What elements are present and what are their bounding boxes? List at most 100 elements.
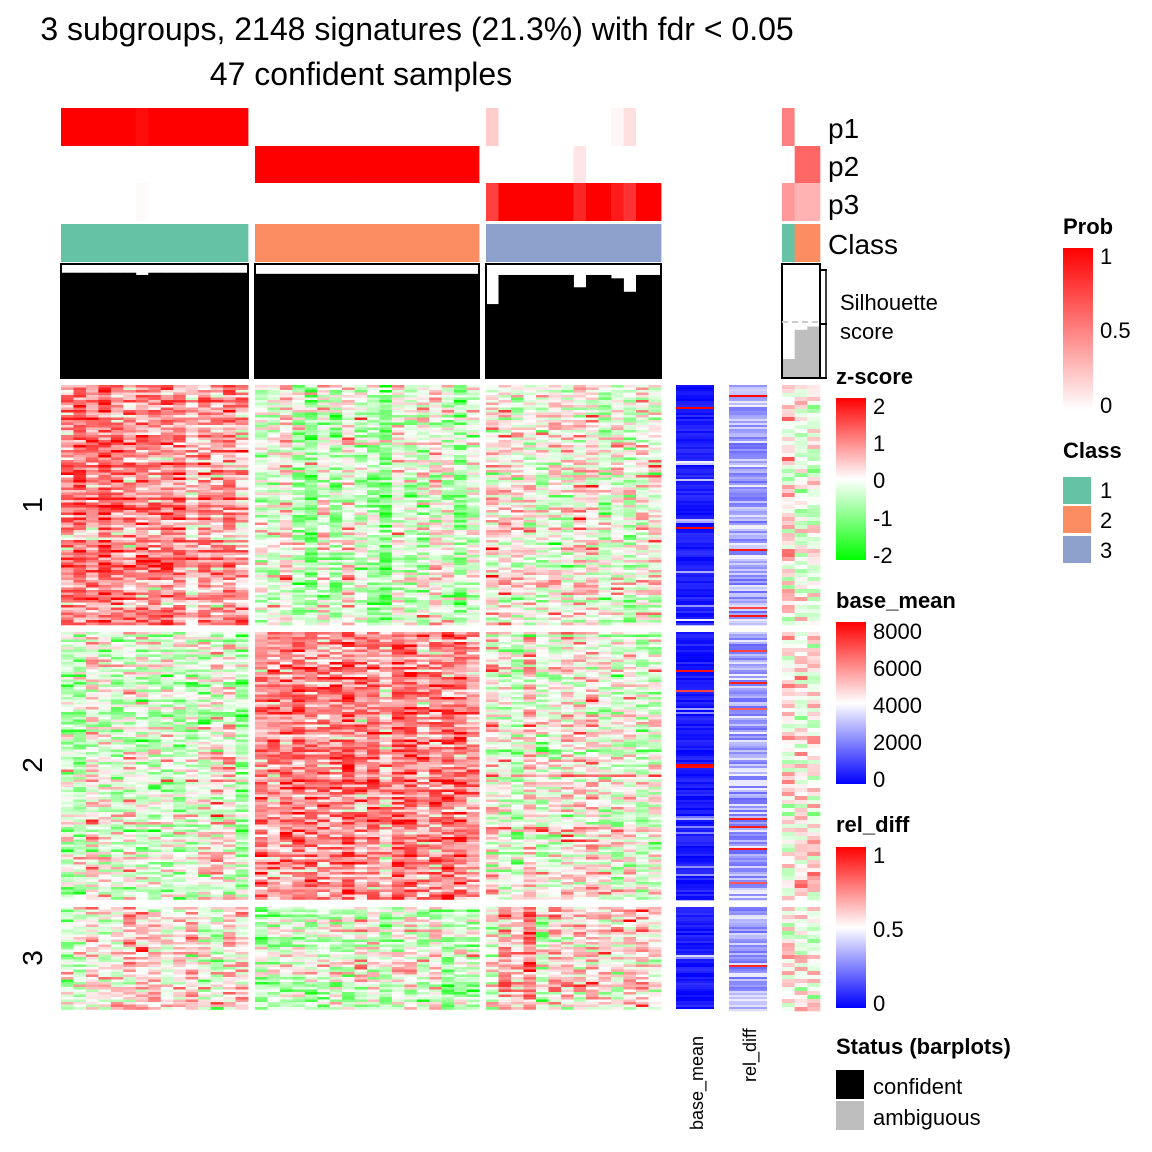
heatmap-cell [148,754,162,758]
heatmap-cell [85,982,99,985]
heatmap-cell [73,734,87,738]
heatmap-cell [267,517,281,521]
heatmap-cell [416,545,430,548]
heatmap-cell [354,477,368,481]
heatmap-cell [123,879,137,883]
heatmap-cell [223,634,236,638]
heatmap-cell [198,644,211,648]
heatmap-cell [379,480,393,483]
heatmap-cell [223,397,236,401]
heatmap-cell [416,477,430,481]
heatmap-cell [110,420,124,423]
prob-cell-p1 [441,108,455,146]
heatmap-cell [135,457,149,461]
heatmap-cell [441,472,455,476]
heatmap-cell [160,937,174,940]
heatmap-cell [173,894,187,898]
prob-cell-p2 [123,146,137,183]
heatmap-cell [185,610,199,613]
heatmap-cell [329,455,343,458]
heatmap-cell [223,762,236,765]
class-cell [223,224,236,262]
prob-cell-p2 [391,146,405,183]
heatmap-cell [61,637,74,640]
heatmap-cell [185,597,199,601]
heatmap-cell [441,430,455,433]
heatmap-cell [466,397,480,401]
heatmap-cell [235,472,249,476]
heatmap-cell [223,490,236,493]
heatmap-cell [379,517,393,521]
heatmap-cell [135,767,149,770]
heatmap-cell [98,517,112,521]
heatmap-cell [235,460,249,463]
heatmap-cell [404,477,418,481]
heatmap-cell [123,922,137,925]
silhouette-bar [73,272,87,378]
heatmap-cell [135,724,149,728]
heatmap-cell [235,385,249,388]
heatmap-cell [148,889,162,893]
heatmap-cell [110,777,124,780]
heatmap-cell [354,515,368,518]
heatmap-cell [367,415,380,418]
heatmap-cell [148,737,162,740]
heatmap-cell [173,962,187,965]
heatmap-cell [173,610,187,613]
heatmap-cell [317,515,331,518]
heatmap-cell [173,557,187,561]
heatmap-cell [148,597,162,601]
heatmap-cell [404,482,418,486]
heatmap-cell [98,757,112,760]
heatmap-cell [198,929,211,933]
heatmap-cell [85,944,99,948]
heatmap-cell [235,987,249,990]
heatmap-cell [304,522,318,526]
heatmap-cell [185,672,199,675]
heatmap-cell [404,530,418,533]
heatmap-cell [61,442,74,446]
heatmap-cell [454,420,467,423]
heatmap-cell [173,942,187,945]
heatmap-cell [135,595,149,598]
heatmap-cell [173,644,187,648]
heatmap-cell [148,977,162,980]
heatmap-cell [404,432,418,436]
heatmap-cell [267,507,281,511]
heatmap-cell [73,497,87,501]
heatmap-cell [329,530,343,533]
heatmap-cell [292,415,306,418]
heatmap-cell [148,460,162,463]
heatmap-cell [223,792,236,795]
heatmap-cell [235,1004,249,1008]
heatmap-cell [173,617,187,621]
heatmap-cell [210,704,224,708]
heatmap-cell [267,470,281,473]
heatmap-cell [61,1002,74,1005]
heatmap-cell [160,977,174,980]
heatmap-cell [73,974,87,978]
heatmap-cell [160,647,174,650]
heatmap-cell [73,784,87,788]
heatmap-cell [404,497,418,501]
heatmap-cell [173,742,187,745]
heatmap-cell [223,657,236,660]
heatmap-cell [267,405,281,408]
heatmap-cell [135,834,149,838]
heatmap-cell [210,385,224,388]
heatmap-cell [185,879,199,883]
heatmap-cell [160,590,174,593]
heatmap-cell [185,982,199,985]
heatmap-cell [210,437,224,441]
heatmap-cell [173,947,187,950]
heatmap-cell [223,687,236,690]
heatmap-cell [279,455,293,458]
heatmap-cell [185,385,199,388]
heatmap-cell [61,595,74,598]
heatmap-cell [391,460,405,463]
heatmap-cell [367,385,380,388]
heatmap-cell [135,684,149,688]
heatmap-cell [235,954,249,958]
heatmap-cell [198,442,211,446]
heatmap-cell [123,947,137,950]
